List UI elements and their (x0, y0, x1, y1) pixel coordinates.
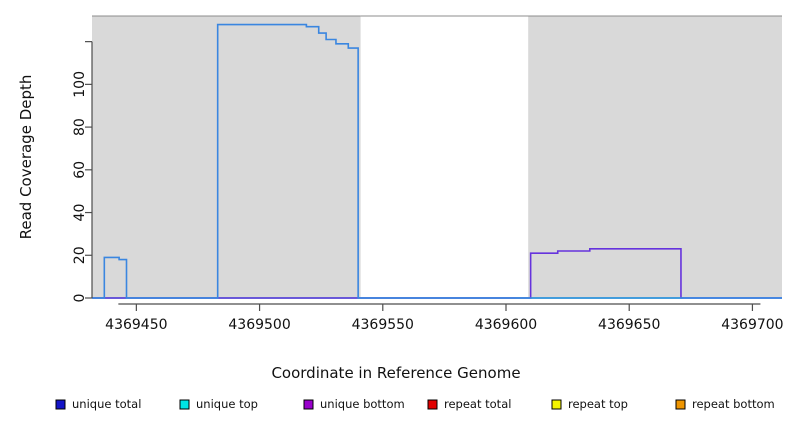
x-tick-label: 4369700 (721, 317, 783, 333)
legend-label: unique total (72, 397, 141, 411)
chart-legend: unique total unique top unique bottom repea… (55, 397, 775, 411)
x-tick-label: 4369550 (352, 317, 414, 333)
y-axis-title: Read Coverage Depth (17, 75, 35, 240)
legend-item[interactable]: unique bottom (303, 397, 405, 411)
legend-color-swatch (303, 399, 314, 410)
x-tick-label: 4369500 (228, 317, 290, 333)
legend-label: unique top (196, 397, 258, 411)
y-tick-label: 0 (72, 294, 88, 303)
x-tick-label: 4369650 (598, 317, 660, 333)
data-series-group (92, 23, 782, 299)
legend-color-swatch (675, 399, 686, 410)
series-unique-total (92, 23, 782, 299)
legend-color-swatch (551, 399, 562, 410)
legend-item[interactable]: repeat top (551, 397, 628, 411)
legend-label: repeat bottom (692, 397, 775, 411)
series-unique-bottom (92, 248, 782, 299)
shaded-bands-group (92, 16, 782, 298)
y-axis-group: 0 20 40 60 80 100 Read Coverage Depth (17, 41, 93, 303)
x-axis-group: 4369450 4369500 4369550 4369600 4369650 43697… (105, 303, 784, 382)
legend-label: repeat total (444, 397, 511, 411)
y-tick-label: 60 (72, 161, 88, 179)
y-tick-label: 20 (72, 246, 88, 264)
y-tick-label: 80 (72, 118, 88, 136)
legend-item[interactable]: unique total (55, 397, 141, 411)
legend-label: unique bottom (320, 397, 405, 411)
legend-color-swatch (179, 399, 190, 410)
y-tick-label: 40 (72, 204, 88, 222)
legend-color-swatch (427, 399, 438, 410)
annotated-feature-band-left (92, 16, 361, 298)
legend-item[interactable]: unique top (179, 397, 258, 411)
y-tick-label: 100 (72, 71, 88, 98)
y-axis-ticks: 0 20 40 60 80 100 (72, 41, 92, 303)
annotated-feature-band-right (528, 16, 782, 298)
x-axis-ticks: 4369450 4369500 4369550 4369600 4369650 43697… (105, 304, 784, 333)
x-axis-title: Coordinate in Reference Genome (271, 364, 520, 382)
legend-color-swatch (55, 399, 66, 410)
legend-label: repeat top (568, 397, 628, 411)
x-tick-label: 4369600 (475, 317, 537, 333)
x-tick-label: 4369450 (105, 317, 167, 333)
legend-item[interactable]: repeat total (427, 397, 511, 411)
legend-item[interactable]: repeat bottom (675, 397, 775, 411)
